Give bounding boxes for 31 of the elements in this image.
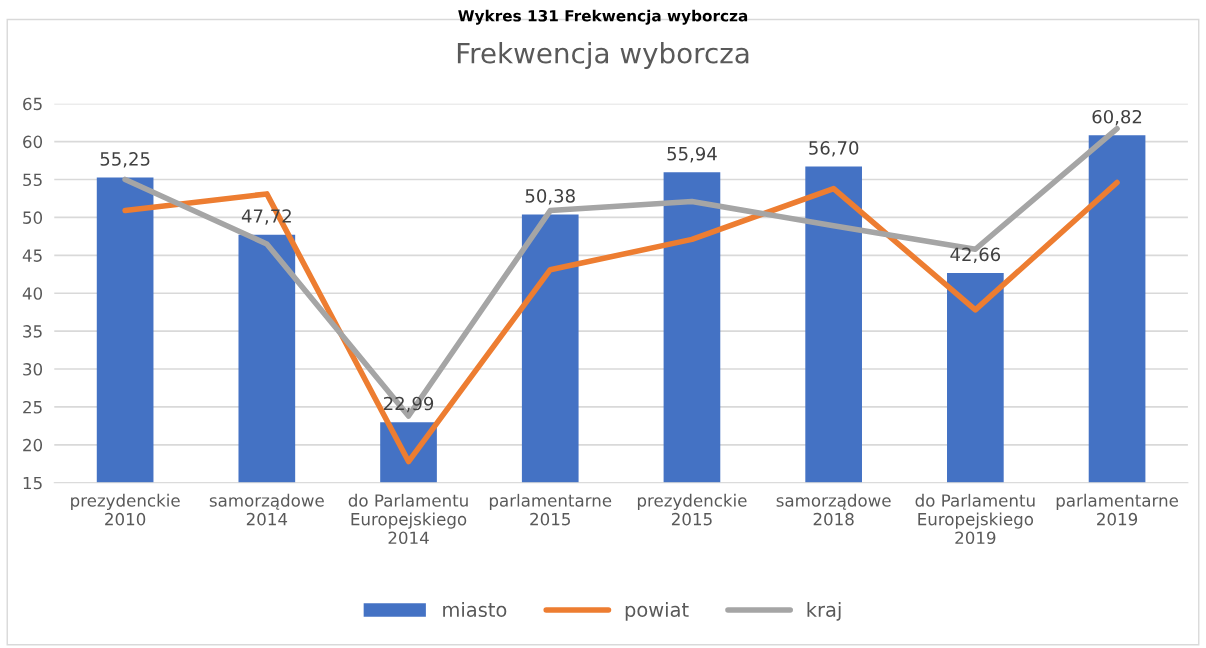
y-tick-label: 65	[23, 97, 42, 111]
y-tick-label: 40	[22, 287, 43, 300]
y-tick-label: 45	[22, 249, 42, 262]
legend-label: kraj	[807, 601, 841, 621]
x-tick-label: prezydenckie 2010	[71, 493, 180, 526]
y-tick-label: 55	[23, 173, 42, 187]
x-tick-label: samorządowe 2018	[776, 493, 891, 526]
x-tick-label: parlamentarne 2019	[1056, 493, 1178, 526]
y-tick-label: 50	[23, 211, 43, 224]
legend-label: powiat	[625, 601, 689, 621]
data-label: 55,94	[667, 146, 717, 163]
data-label: 60,82	[1092, 109, 1142, 126]
y-tick-label: 20	[23, 438, 43, 452]
data-label: 55,25	[100, 152, 150, 168]
text: Wykres 131 Frekwencja wyborcza	[458, 9, 748, 25]
legend-label: miasto	[443, 601, 507, 618]
y-tick-label: 30	[23, 363, 43, 376]
data-label: 56,70	[809, 141, 859, 157]
data-label: 50,38	[525, 189, 575, 205]
x-tick-label: do Parlamentu Europejskiego 2014	[348, 493, 468, 545]
y-tick-label: 60	[23, 135, 43, 149]
y-tick-label: 15	[23, 476, 42, 490]
y-tick-label: 35	[23, 325, 42, 338]
chart-title: Frekwencja wyborcza	[457, 42, 749, 69]
x-tick-label: prezydenckie 2015	[637, 493, 747, 526]
x-tick-label: samorządowe 2014	[209, 493, 324, 526]
x-tick-label: parlamentarne 2015	[489, 493, 612, 526]
data-label: 42,66	[950, 247, 1001, 264]
x-tick-label: do Parlamentu Europejskiego 2019	[915, 493, 1035, 545]
data-label: 22,99	[384, 396, 434, 413]
y-tick-label: 25	[23, 400, 42, 414]
